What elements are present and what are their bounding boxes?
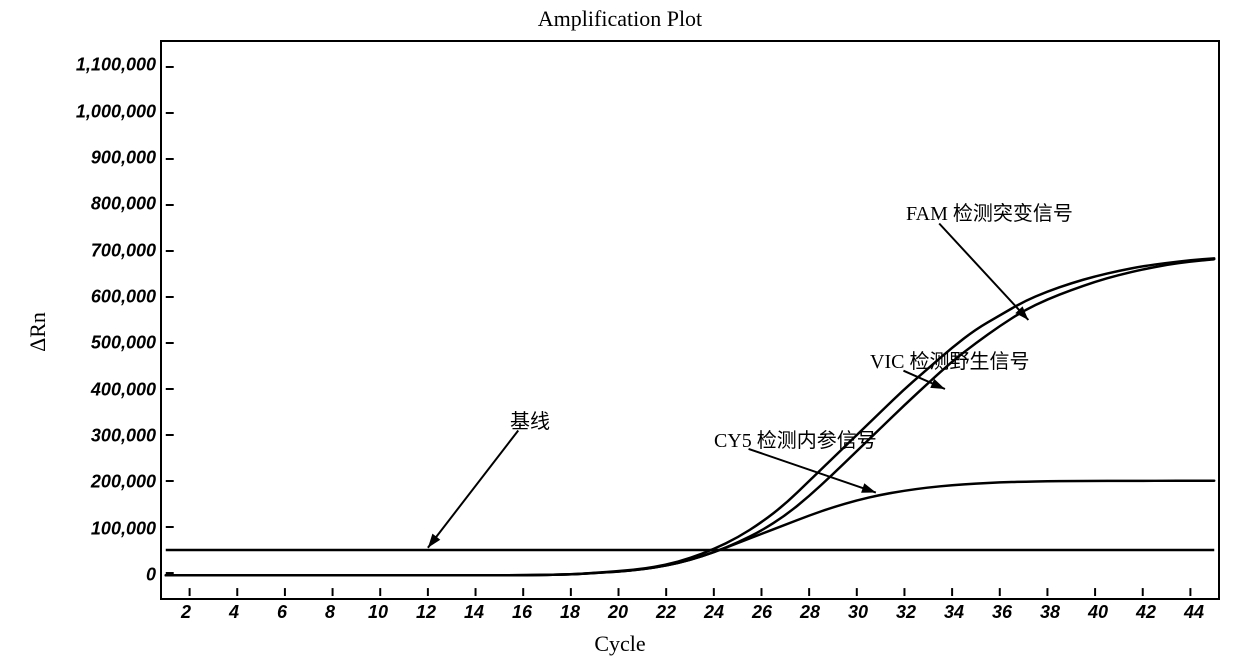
x-tick-label: 18 [560,602,580,623]
x-tick-label: 4 [229,602,239,623]
x-tick-label: 8 [325,602,335,623]
y-tick-label: 1,100,000 [66,55,156,76]
y-tick-label: 900,000 [66,147,156,168]
y-tick-label: 800,000 [66,194,156,215]
annotation-baseline: 基线 [510,405,550,434]
plot-area [160,40,1220,600]
y-tick-label: 700,000 [66,240,156,261]
x-axis-label: Cycle [0,631,1240,657]
x-tick-label: 14 [464,602,484,623]
x-tick-label: 12 [416,602,436,623]
x-tick-label: 22 [656,602,676,623]
x-tick-label: 40 [1088,602,1108,623]
y-tick-label: 0 [66,564,156,585]
annotation-cy5: CY5 检测内参信号 [714,424,877,453]
x-tick-label: 36 [992,602,1012,623]
y-axis-label: ΔRn [25,312,51,352]
x-tick-label: 32 [896,602,916,623]
x-tick-label: 44 [1184,602,1204,623]
x-tick-label: 10 [368,602,388,623]
series-cy5 [166,481,1214,576]
plot-svg [162,42,1218,598]
series-vic [166,259,1214,575]
x-tick-label: 30 [848,602,868,623]
x-tick-label: 42 [1136,602,1156,623]
y-tick-label: 300,000 [66,425,156,446]
x-tick-label: 24 [704,602,724,623]
x-tick-label: 34 [944,602,964,623]
x-tick-label: 38 [1040,602,1060,623]
x-tick-label: 6 [277,602,287,623]
y-tick-label: 200,000 [66,472,156,493]
y-tick-label: 600,000 [66,286,156,307]
x-tick-label: 2 [181,602,191,623]
chart-title: Amplification Plot [0,6,1240,32]
series-fam [166,258,1214,575]
x-tick-label: 28 [800,602,820,623]
annotation-fam: FAM 检测突变信号 [906,197,1073,226]
x-tick-label: 16 [512,602,532,623]
x-tick-label: 20 [608,602,628,623]
y-tick-label: 400,000 [66,379,156,400]
annotation-vic: VIC 检测野生信号 [870,345,1029,374]
y-tick-label: 1,000,000 [66,101,156,122]
y-tick-label: 500,000 [66,333,156,354]
y-tick-label: 100,000 [66,518,156,539]
x-tick-label: 26 [752,602,772,623]
chart-container: Amplification Plot ΔRn Cycle 0 100,000 200… [0,0,1240,663]
